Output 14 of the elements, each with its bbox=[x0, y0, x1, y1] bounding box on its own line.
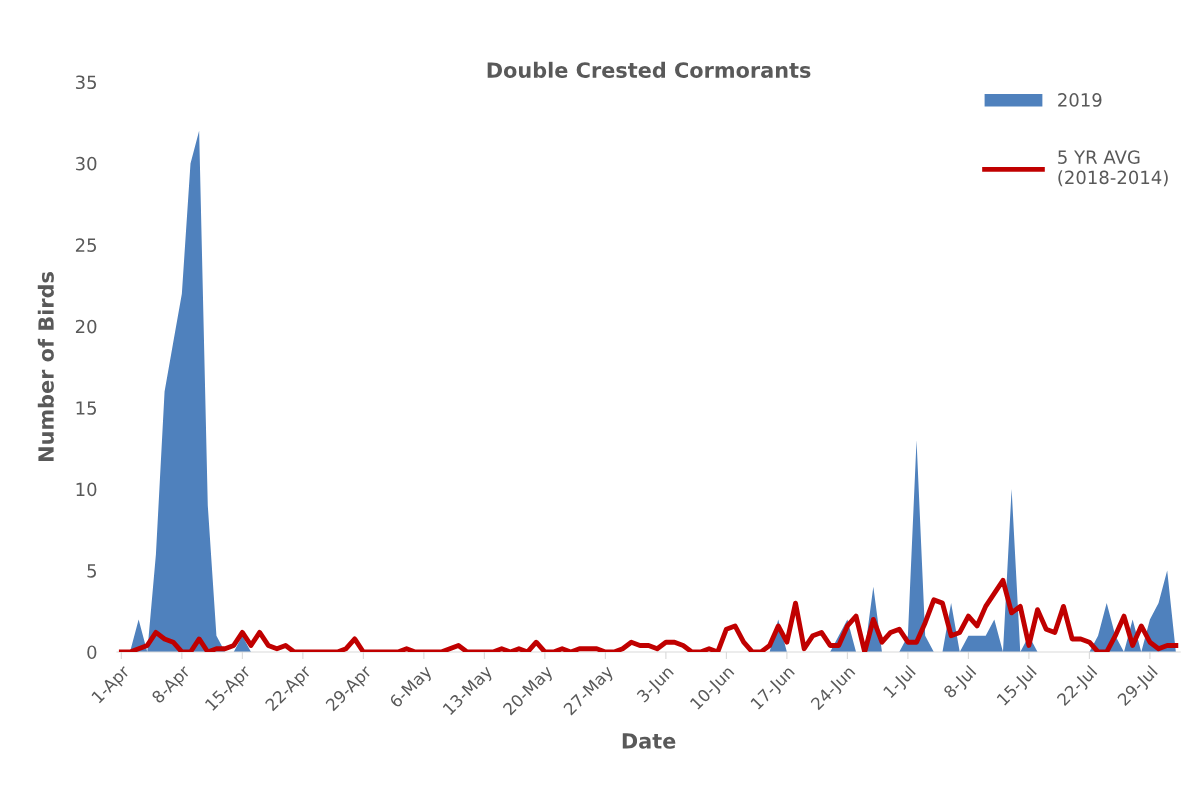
y-tick-label: 5 bbox=[87, 564, 97, 578]
line-series bbox=[118, 577, 1179, 652]
y-tick-label: 30 bbox=[75, 156, 97, 171]
y-tick-label: 0 bbox=[87, 645, 97, 660]
y-tick-label: 15 bbox=[76, 401, 97, 415]
y-tick-label: 25 bbox=[75, 238, 97, 252]
y-tick-label: 10 bbox=[76, 482, 97, 497]
legend-label: 5 YR AVG (2018-2014) bbox=[1058, 150, 1168, 187]
x-axis-title: Date bbox=[622, 733, 676, 749]
chart-title: Double Crested Cormorants bbox=[487, 61, 811, 78]
y-axis-title: Number of Birds bbox=[37, 272, 54, 461]
y-tick-label: 20 bbox=[75, 319, 97, 334]
legend-label: 2019 bbox=[1058, 93, 1102, 107]
y-tick-label: 35 bbox=[75, 75, 97, 90]
